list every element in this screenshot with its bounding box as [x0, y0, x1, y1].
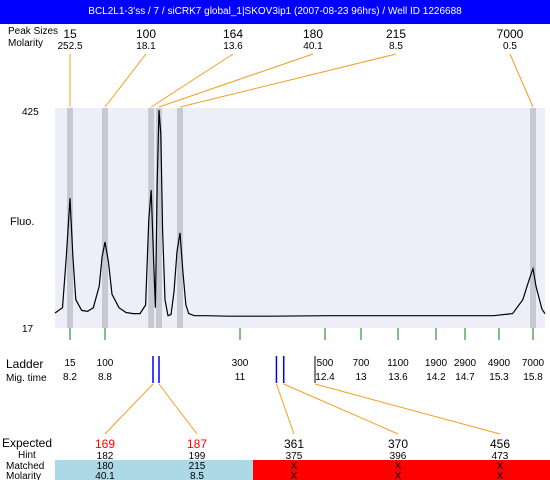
ladder-time-6: 14.2 [426, 372, 446, 383]
peak-leader-3 [158, 53, 314, 108]
ladder-size-6: 1900 [425, 358, 448, 369]
ladder-time-4: 13 [355, 372, 367, 383]
molarity-value-3: X [395, 471, 402, 480]
hint-value-1: 199 [189, 451, 206, 462]
ladder-time-3: 12.4 [315, 372, 335, 383]
peak-molarity-0: 252.5 [57, 41, 82, 52]
hint-value-4: 473 [492, 451, 509, 462]
expected-leader-3 [283, 383, 399, 435]
ladder-size-2: 300 [232, 358, 249, 369]
ladder-time-9: 15.8 [523, 372, 543, 383]
peak-molarity-1: 18.1 [136, 41, 156, 52]
peak-leader-1 [104, 53, 147, 108]
peak-leader-2 [150, 53, 234, 108]
peak-band-3 [156, 108, 162, 328]
peak-size-1: 100 [136, 27, 156, 41]
y-tick-max: 425 [22, 107, 39, 118]
hint-value-2: 375 [286, 451, 303, 462]
molarity-value-2: X [291, 471, 298, 480]
matched-bg-ok [55, 460, 253, 480]
peak-molarity-4: 8.5 [389, 41, 403, 52]
ladder-size-1: 100 [97, 358, 114, 369]
ladder-time-5: 13.6 [388, 372, 408, 383]
peak-leader-4 [179, 53, 397, 108]
fluorescence-trace [54, 109, 546, 317]
expected-label: Expected [2, 436, 52, 450]
peak-size-3: 180 [303, 27, 323, 41]
ladder-size-3: 500 [317, 358, 334, 369]
matched-label: Matched [6, 461, 44, 472]
expected-value-2: 361 [284, 437, 304, 451]
fluo-label: Fluo. [10, 216, 34, 228]
expected-leader-0 [104, 383, 154, 435]
ladder-size-8: 4900 [488, 358, 511, 369]
peak-size-2: 164 [223, 27, 243, 41]
peak-leader-5 [509, 53, 534, 108]
peak-size-0: 15 [63, 27, 77, 41]
hint-value-0: 182 [97, 451, 114, 462]
matched-bg-missing [253, 460, 550, 480]
matched-value-3: X [395, 461, 402, 472]
peak-band-5 [530, 108, 536, 328]
window-title: BCL2L1-3'ss / 7 / siCRK7 global_1|SKOV3i… [0, 0, 550, 24]
plot-area [55, 108, 545, 328]
peak-band-0 [67, 108, 73, 328]
molarity-bottom-label: Molarity [6, 471, 41, 480]
peak-sizes-label: Peak Sizes [8, 26, 58, 37]
ladder-time-8: 15.3 [489, 372, 509, 383]
hint-value-3: 396 [390, 451, 407, 462]
matched-value-2: X [291, 461, 298, 472]
peak-molarity-3: 40.1 [303, 41, 323, 52]
peak-band-2 [148, 108, 155, 328]
mig-time-label: Mig. time [6, 373, 47, 384]
molarity-label: Molarity [8, 38, 43, 49]
expected-leader-2 [275, 383, 295, 435]
expected-value-3: 370 [388, 437, 408, 451]
expected-leader-1 [158, 383, 198, 435]
peak-molarity-5: 0.5 [503, 41, 517, 52]
ladder-time-1: 8.8 [98, 372, 112, 383]
matched-value-0: 180 [97, 461, 114, 472]
expected-value-0: 169 [95, 437, 115, 451]
expected-leader-4 [314, 383, 501, 435]
matched-value-1: 215 [189, 461, 206, 472]
peak-size-5: 7000 [497, 27, 524, 41]
expected-value-4: 456 [490, 437, 510, 451]
expected-value-1: 187 [187, 437, 207, 451]
ladder-size-0: 15 [64, 358, 76, 369]
ladder-label: Ladder [6, 357, 43, 371]
molarity-value-1: 8.5 [190, 471, 204, 480]
y-tick-min: 17 [22, 324, 34, 335]
ladder-size-5: 1100 [387, 358, 409, 369]
ladder-time-0: 8.2 [63, 372, 77, 383]
peak-size-4: 215 [386, 27, 406, 41]
ladder-time-2: 11 [235, 372, 246, 383]
ladder-time-7: 14.7 [455, 372, 475, 383]
hint-label: Hint [18, 450, 36, 461]
ladder-size-7: 2900 [454, 358, 477, 369]
ladder-size-4: 700 [353, 358, 370, 369]
matched-value-4: X [497, 461, 504, 472]
peak-band-4 [177, 108, 183, 328]
ladder-size-9: 7000 [522, 358, 545, 369]
peak-molarity-2: 13.6 [223, 41, 243, 52]
peak-band-1 [102, 108, 108, 328]
molarity-value-4: X [497, 471, 504, 480]
molarity-value-0: 40.1 [95, 471, 115, 480]
